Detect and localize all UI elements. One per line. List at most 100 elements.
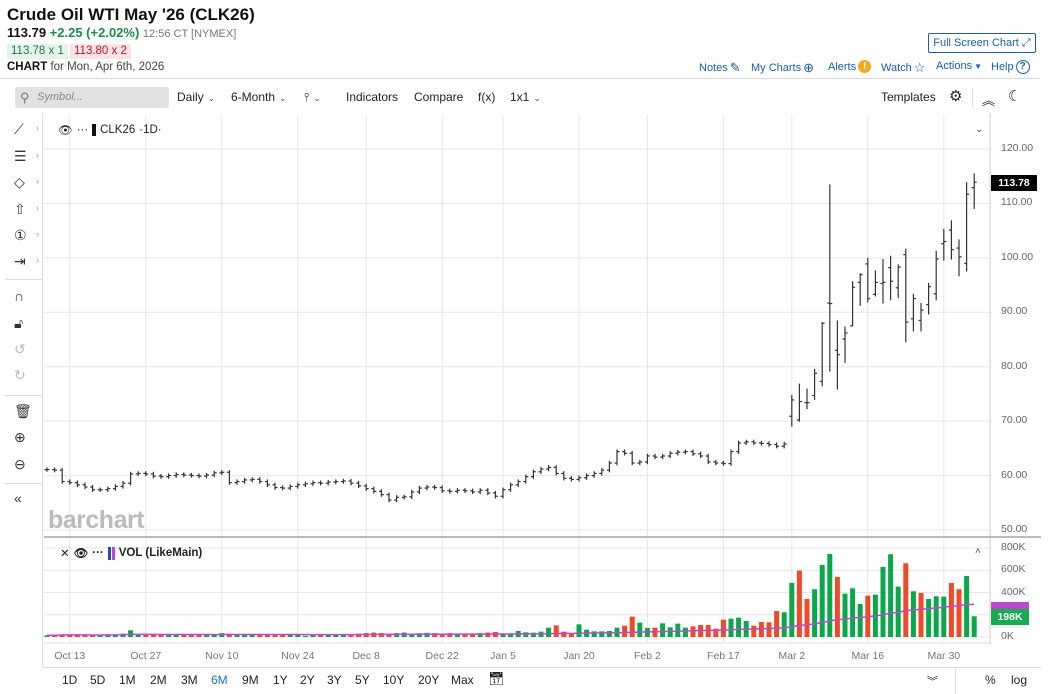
period-20y[interactable]: 20Y [418,673,440,687]
volume-bar [781,612,787,637]
volume-bar [561,631,567,637]
period-3m[interactable]: 3M [181,673,198,687]
volume-legend[interactable]: ✕ 👁︎ ··· VOL (LikeMain) [60,546,202,560]
my-charts-link[interactable]: My Charts ⊕ [751,60,814,76]
ask-badge: 113.80 x 2 [70,44,131,59]
ohlc-bar [880,258,886,304]
symbol-search-input[interactable]: ⚲ Symbol... [15,87,169,108]
volume-bar [751,625,757,637]
arrow-up-tool-icon[interactable]: ⇧ › [14,201,39,217]
collapse-chevrons-icon[interactable]: ︽ [982,93,996,108]
volume-bar [910,591,916,637]
period-6m[interactable]: 6M [211,673,228,687]
redo-icon[interactable]: ↻ [14,367,26,383]
ohlc-bar [827,184,833,372]
line-tool-icon[interactable]: ⟋ › [14,121,39,137]
calendar-icon[interactable]: 📅︎ [488,671,505,686]
full-screen-chart-button[interactable]: Full Screen Chart ⤢ [928,33,1036,53]
measure-tool-icon[interactable]: ⇥ › [14,253,39,269]
function-button[interactable]: f(x) [478,90,496,104]
eye-icon[interactable]: 👁︎ [73,548,89,560]
alerts-link[interactable]: Alerts! [828,60,872,73]
ohlc-bars-icon: ⫯ [304,90,310,104]
period-1y[interactable]: 1Y [273,673,288,687]
watch-link[interactable]: Watch ☆ [881,60,925,76]
ohlc-bar [675,449,681,456]
fibonacci-tool-icon[interactable]: ☰ › [14,148,39,164]
period-5d[interactable]: 5D [90,673,106,687]
ohlc-bar [371,486,377,494]
undo-icon[interactable]: ↺ [14,341,26,357]
close-icon[interactable]: ✕ [60,548,70,560]
magnet-icon[interactable]: ∩ [14,288,25,304]
ohlc-bar [166,473,172,479]
bar-type-dropdown[interactable]: ⫯ ⌄ [304,90,321,105]
ohlc-bar [74,480,80,488]
last-price-tag: 113.78 [991,175,1037,191]
unlock-icon[interactable]: 🔓︎ [14,315,24,331]
chevron-down-icon: ⌄ [313,93,321,103]
shape-tool-icon[interactable]: ◇ › [14,174,39,190]
notes-link[interactable]: Notes ✎ [699,60,741,76]
period-2m[interactable]: 2M [150,673,167,687]
zoom-out-icon[interactable]: ⊖ [14,456,26,472]
ohlc-bar [287,484,293,491]
pane-collapse-icon[interactable]: ˄ [975,546,981,557]
ohlc-bar [728,449,734,466]
settings-gear-icon[interactable]: ⚙ [949,88,963,105]
volume-bar [90,635,96,637]
price-legend[interactable]: 👁︎ ··· CLK26·1D· [58,123,162,137]
collapse-toolbar-icon[interactable]: « [14,490,22,506]
chevron-down-icon: ⌄ [207,93,216,103]
period-9m[interactable]: 9M [242,673,259,687]
period-max[interactable]: Max [451,673,474,687]
percent-scale-toggle[interactable]: % [985,673,996,687]
templates-button[interactable]: Templates [881,90,936,104]
legend-interval: ·1D· [139,124,162,136]
more-icon[interactable]: ··· [92,547,104,559]
volume-bar [295,634,301,637]
pane-menu-chevron-icon[interactable]: ⌄ [975,124,984,135]
more-icon[interactable]: ··· [76,124,89,136]
annotation-tool-icon[interactable]: ① › [14,227,39,243]
ohlc-bar [424,484,430,491]
volume-bar [728,618,734,637]
indicators-button[interactable]: Indicators [346,90,399,104]
price-axis-label: 90.00 [1001,305,1028,318]
range-dropdown[interactable]: 6-Month ⌄ [231,90,287,104]
time-axis-label: Feb 17 [707,650,740,662]
period-3y[interactable]: 3Y [327,673,342,687]
help-link[interactable]: Help? [991,60,1030,74]
ohlc-bar [59,467,65,484]
double-chevron-down-icon[interactable]: ︾ [927,676,938,688]
period-10y[interactable]: 10Y [383,673,405,687]
ohlc-bar [188,472,194,478]
interval-dropdown[interactable]: Daily ⌄ [177,90,215,104]
toolbar-divider [972,88,973,108]
compare-button[interactable]: Compare [414,90,464,104]
eye-icon[interactable]: 👁︎ [58,125,73,137]
volume-axis-label: 0K [1001,630,1014,642]
volume-bar [105,634,111,637]
volume-bar [857,603,863,637]
time-axis-label: Nov 10 [205,650,239,662]
period-5y[interactable]: 5Y [355,673,370,687]
actions-menu[interactable]: Actions ▼ [936,60,982,72]
ohlc-bar [622,449,628,456]
ohlc-bar [546,465,552,472]
zoom-in-icon[interactable]: ⊕ [14,429,26,445]
log-scale-toggle[interactable]: log [1011,673,1028,687]
notes-label: Notes [699,62,728,74]
trash-icon[interactable]: 🗑︎ [14,403,32,419]
layout-dropdown[interactable]: 1x1 ⌄ [510,90,541,104]
period-1m[interactable]: 1M [119,673,136,687]
dark-mode-moon-icon[interactable]: ☾ [1008,88,1022,105]
period-1d[interactable]: 1D [62,673,78,687]
price-axis-label: 50.00 [1001,523,1028,535]
plus-circle-icon: ⊕ [803,60,815,75]
period-2y[interactable]: 2Y [300,673,315,687]
volume-bar [226,633,232,637]
ohlc-bar [90,484,96,492]
ohlc-bar [280,485,286,491]
